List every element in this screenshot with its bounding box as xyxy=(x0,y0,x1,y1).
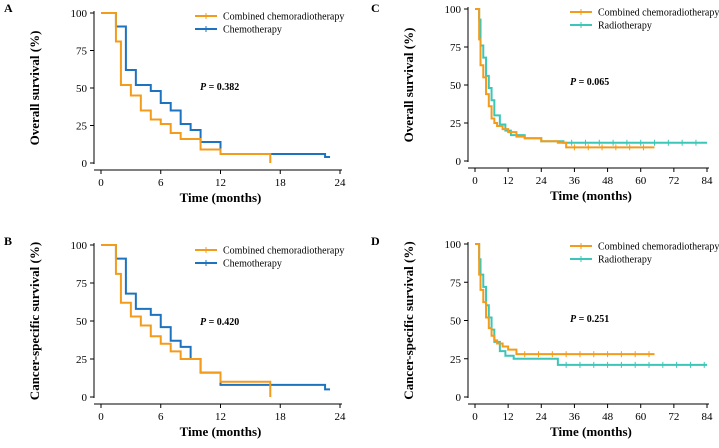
y-tick-label: 25 xyxy=(450,354,462,366)
y-tick-label: 50 xyxy=(76,316,88,328)
x-axis-label: Time (months) xyxy=(180,190,262,205)
survival-curve-chemotherapy xyxy=(101,244,331,391)
x-tick-label: 48 xyxy=(602,175,614,187)
survival-curve-combined-chemoradiotherapy xyxy=(101,12,272,163)
panel-letter: D xyxy=(371,234,380,248)
x-tick-label: 24 xyxy=(335,411,347,423)
x-tick-label: 60 xyxy=(635,175,647,187)
legend-label: Chemotherapy xyxy=(223,259,282,270)
p-value-text: = 0.420 xyxy=(206,317,239,328)
panel-letter: A xyxy=(4,1,13,15)
panel-d: D 0 25 50 75 100 0 12 24 36 48 60 72 84 Time (months) C… xyxy=(371,234,719,439)
legend-label: Combined chemoradiotherapy xyxy=(223,12,344,23)
y-tick-label: 0 xyxy=(456,392,462,404)
x-tick-label: 48 xyxy=(602,411,614,423)
y-tick-label: 75 xyxy=(450,42,462,54)
panel-a: A 0 25 50 75 100 0 6 12 18 24 Time (months) Overall … xyxy=(4,1,346,205)
x-tick-label: 0 xyxy=(472,411,478,423)
legend-label: Combined chemoradiotherapy xyxy=(598,242,719,253)
x-tick-label: 6 xyxy=(158,177,164,189)
y-axis-label: Overall survival (%) xyxy=(27,31,42,146)
x-tick-label: 24 xyxy=(536,175,548,187)
x-tick-label: 0 xyxy=(98,411,104,423)
p-value-prefix: P xyxy=(570,77,577,88)
y-tick-label: 25 xyxy=(76,121,88,133)
y-tick-label: 0 xyxy=(82,392,88,404)
x-tick-label: 72 xyxy=(668,411,679,423)
x-tick-label: 6 xyxy=(158,411,164,423)
x-tick-label: 0 xyxy=(472,175,478,187)
y-tick-label: 100 xyxy=(71,8,88,20)
x-tick-label: 24 xyxy=(536,411,548,423)
p-value-label: P = 0.382 xyxy=(200,82,239,93)
x-tick-label: 72 xyxy=(668,175,679,187)
y-tick-label: 75 xyxy=(450,277,462,289)
p-value-label: P = 0.420 xyxy=(200,317,239,328)
y-tick-label: 75 xyxy=(76,278,88,290)
survival-curve-combined-chemoradiotherapy xyxy=(475,243,655,356)
y-tick-label: 100 xyxy=(445,4,462,16)
x-axis-label: Time (months) xyxy=(180,424,262,439)
p-value-prefix: P xyxy=(200,82,207,93)
y-tick-label: 50 xyxy=(450,80,462,92)
survival-curve-combined-chemoradiotherapy xyxy=(101,244,272,397)
survival-curve-combined-chemoradiotherapy xyxy=(475,8,655,149)
p-value-prefix: P xyxy=(570,314,577,325)
legend-label: Chemotherapy xyxy=(223,25,282,36)
survival-curve-radiotherapy xyxy=(475,8,707,144)
x-axis-label: Time (months) xyxy=(550,424,632,439)
panel-b: B 0 25 50 75 100 0 6 12 18 24 Time (months) Cancer-s… xyxy=(4,234,346,439)
legend-label: Radiotherapy xyxy=(598,21,652,32)
x-tick-label: 12 xyxy=(215,177,226,189)
p-value-text: = 0.251 xyxy=(576,314,609,325)
legend-label: Combined chemoradiotherapy xyxy=(598,8,719,19)
y-axis-label: Cancer-specific survival (%) xyxy=(401,241,416,399)
y-tick-label: 100 xyxy=(71,240,88,252)
panel-letter: B xyxy=(4,234,12,248)
x-tick-label: 36 xyxy=(569,175,581,187)
legend-label: Radiotherapy xyxy=(598,255,652,266)
x-tick-label: 84 xyxy=(702,411,714,423)
p-value-label: P = 0.251 xyxy=(570,314,609,325)
p-value-prefix: P xyxy=(200,317,207,328)
y-tick-label: 0 xyxy=(456,156,462,168)
y-tick-label: 100 xyxy=(445,239,462,251)
x-tick-label: 84 xyxy=(702,175,714,187)
x-tick-label: 18 xyxy=(275,411,287,423)
y-tick-label: 75 xyxy=(76,46,88,58)
panel-letter: C xyxy=(371,1,380,15)
p-value-text: = 0.065 xyxy=(576,77,609,88)
x-tick-label: 60 xyxy=(635,411,647,423)
p-value-text: = 0.382 xyxy=(206,82,239,93)
x-axis-label: Time (months) xyxy=(550,188,632,203)
y-axis-label: Cancer-specific survival (%) xyxy=(27,242,42,400)
x-tick-label: 36 xyxy=(569,411,581,423)
y-tick-label: 0 xyxy=(82,158,88,170)
y-axis-label: Overall survival (%) xyxy=(401,28,416,143)
survival-curve-radiotherapy xyxy=(475,243,707,366)
y-tick-label: 50 xyxy=(450,316,462,328)
x-tick-label: 18 xyxy=(275,177,287,189)
y-tick-label: 25 xyxy=(450,118,462,130)
y-tick-label: 50 xyxy=(76,83,88,95)
p-value-label: P = 0.065 xyxy=(570,77,609,88)
panel-c: C 0 25 50 75 100 0 12 24 36 48 60 72 84 Time (months) O… xyxy=(371,1,719,203)
legend-label: Combined chemoradiotherapy xyxy=(223,246,344,257)
x-tick-label: 0 xyxy=(98,177,104,189)
x-tick-label: 12 xyxy=(215,411,226,423)
x-tick-label: 24 xyxy=(335,177,347,189)
x-tick-label: 12 xyxy=(503,175,514,187)
x-tick-label: 12 xyxy=(503,411,514,423)
y-tick-label: 25 xyxy=(76,354,88,366)
